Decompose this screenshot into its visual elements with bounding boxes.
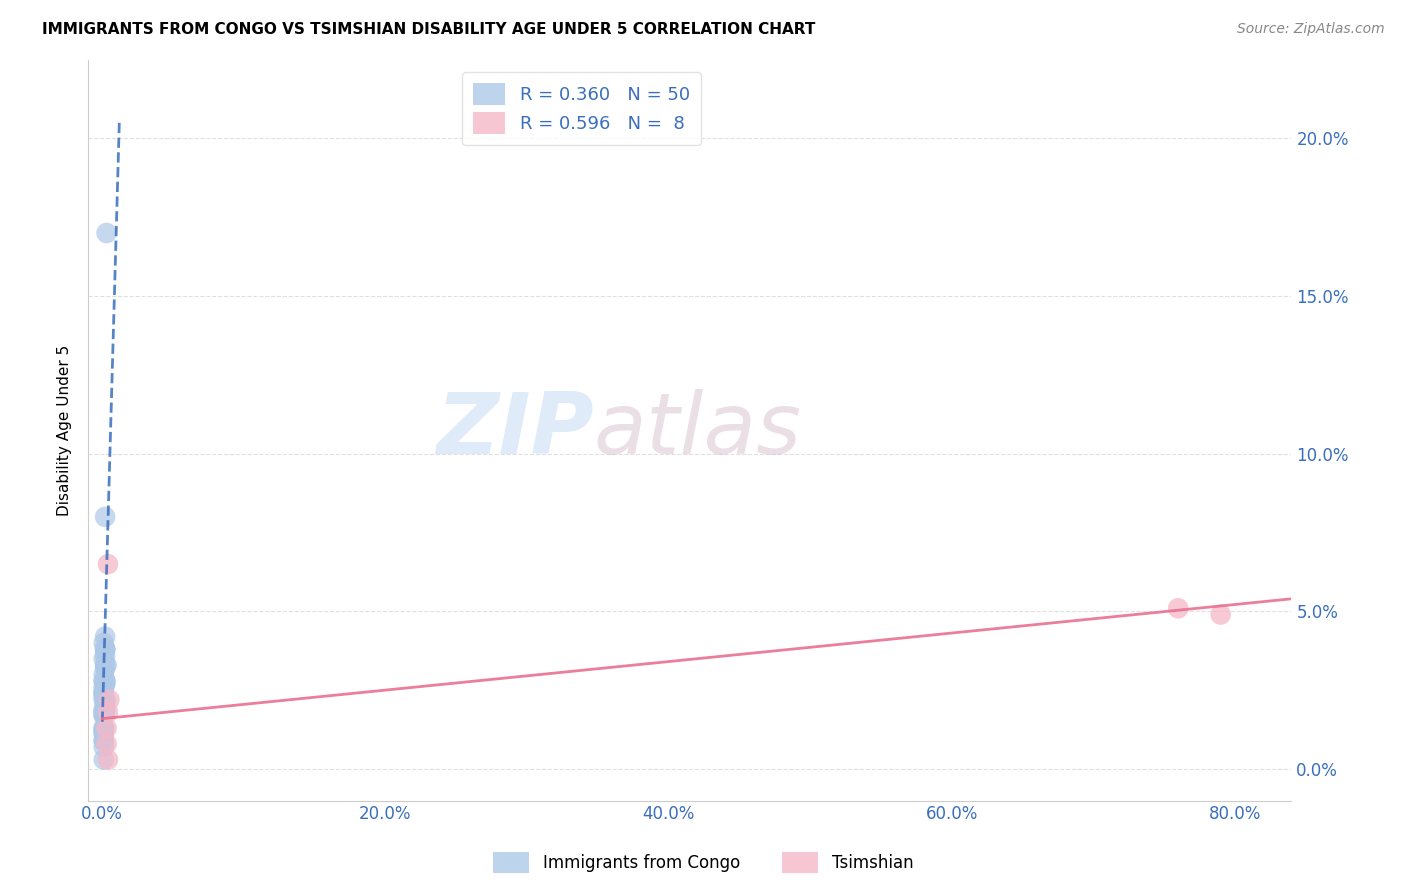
Point	[93, 686, 115, 700]
Point	[96, 226, 118, 240]
Point	[93, 706, 115, 720]
Point	[94, 702, 117, 716]
Point	[93, 702, 115, 716]
Point	[93, 753, 115, 767]
Point	[96, 658, 118, 673]
Point	[94, 509, 117, 524]
Point	[93, 692, 115, 706]
Point	[94, 630, 117, 644]
Point	[94, 658, 117, 673]
Point	[94, 696, 117, 710]
Point	[97, 753, 120, 767]
Point	[96, 721, 118, 735]
Point	[94, 642, 117, 657]
Point	[93, 690, 115, 704]
Point	[93, 724, 115, 739]
Y-axis label: Disability Age Under 5: Disability Age Under 5	[58, 344, 72, 516]
Point	[94, 642, 117, 657]
Point	[94, 696, 117, 710]
Point	[93, 727, 115, 741]
Point	[93, 636, 115, 650]
Point	[93, 706, 115, 720]
Text: Source: ZipAtlas.com: Source: ZipAtlas.com	[1237, 22, 1385, 37]
Point	[93, 721, 115, 735]
Point	[93, 686, 115, 700]
Point	[93, 667, 115, 681]
Point	[96, 737, 118, 751]
Point	[93, 686, 115, 700]
Point	[94, 658, 117, 673]
Point	[93, 673, 115, 688]
Legend: R = 0.360   N = 50, R = 0.596   N =  8: R = 0.360 N = 50, R = 0.596 N = 8	[463, 72, 700, 145]
Point	[97, 706, 120, 720]
Point	[93, 680, 115, 694]
Point	[94, 696, 117, 710]
Point	[94, 673, 117, 688]
Point	[1167, 601, 1189, 615]
Legend: Immigrants from Congo, Tsimshian: Immigrants from Congo, Tsimshian	[486, 846, 920, 880]
Point	[97, 557, 120, 571]
Point	[93, 673, 115, 688]
Point	[93, 724, 115, 739]
Point	[93, 733, 115, 747]
Point	[93, 721, 115, 735]
Point	[94, 692, 117, 706]
Point	[93, 708, 115, 723]
Point	[93, 651, 115, 665]
Point	[93, 708, 115, 723]
Point	[93, 739, 115, 754]
Text: atlas: atlas	[593, 389, 801, 472]
Point	[93, 683, 115, 698]
Point	[94, 661, 117, 675]
Point	[94, 673, 117, 688]
Text: ZIP: ZIP	[436, 389, 593, 472]
Point	[94, 677, 117, 691]
Point	[98, 692, 121, 706]
Point	[94, 648, 117, 663]
Point	[1209, 607, 1232, 622]
Text: IMMIGRANTS FROM CONGO VS TSIMSHIAN DISABILITY AGE UNDER 5 CORRELATION CHART: IMMIGRANTS FROM CONGO VS TSIMSHIAN DISAB…	[42, 22, 815, 37]
Point	[94, 706, 117, 720]
Point	[94, 692, 117, 706]
Point	[94, 677, 117, 691]
Point	[93, 706, 115, 720]
Point	[94, 673, 117, 688]
Point	[93, 733, 115, 747]
Point	[94, 642, 117, 657]
